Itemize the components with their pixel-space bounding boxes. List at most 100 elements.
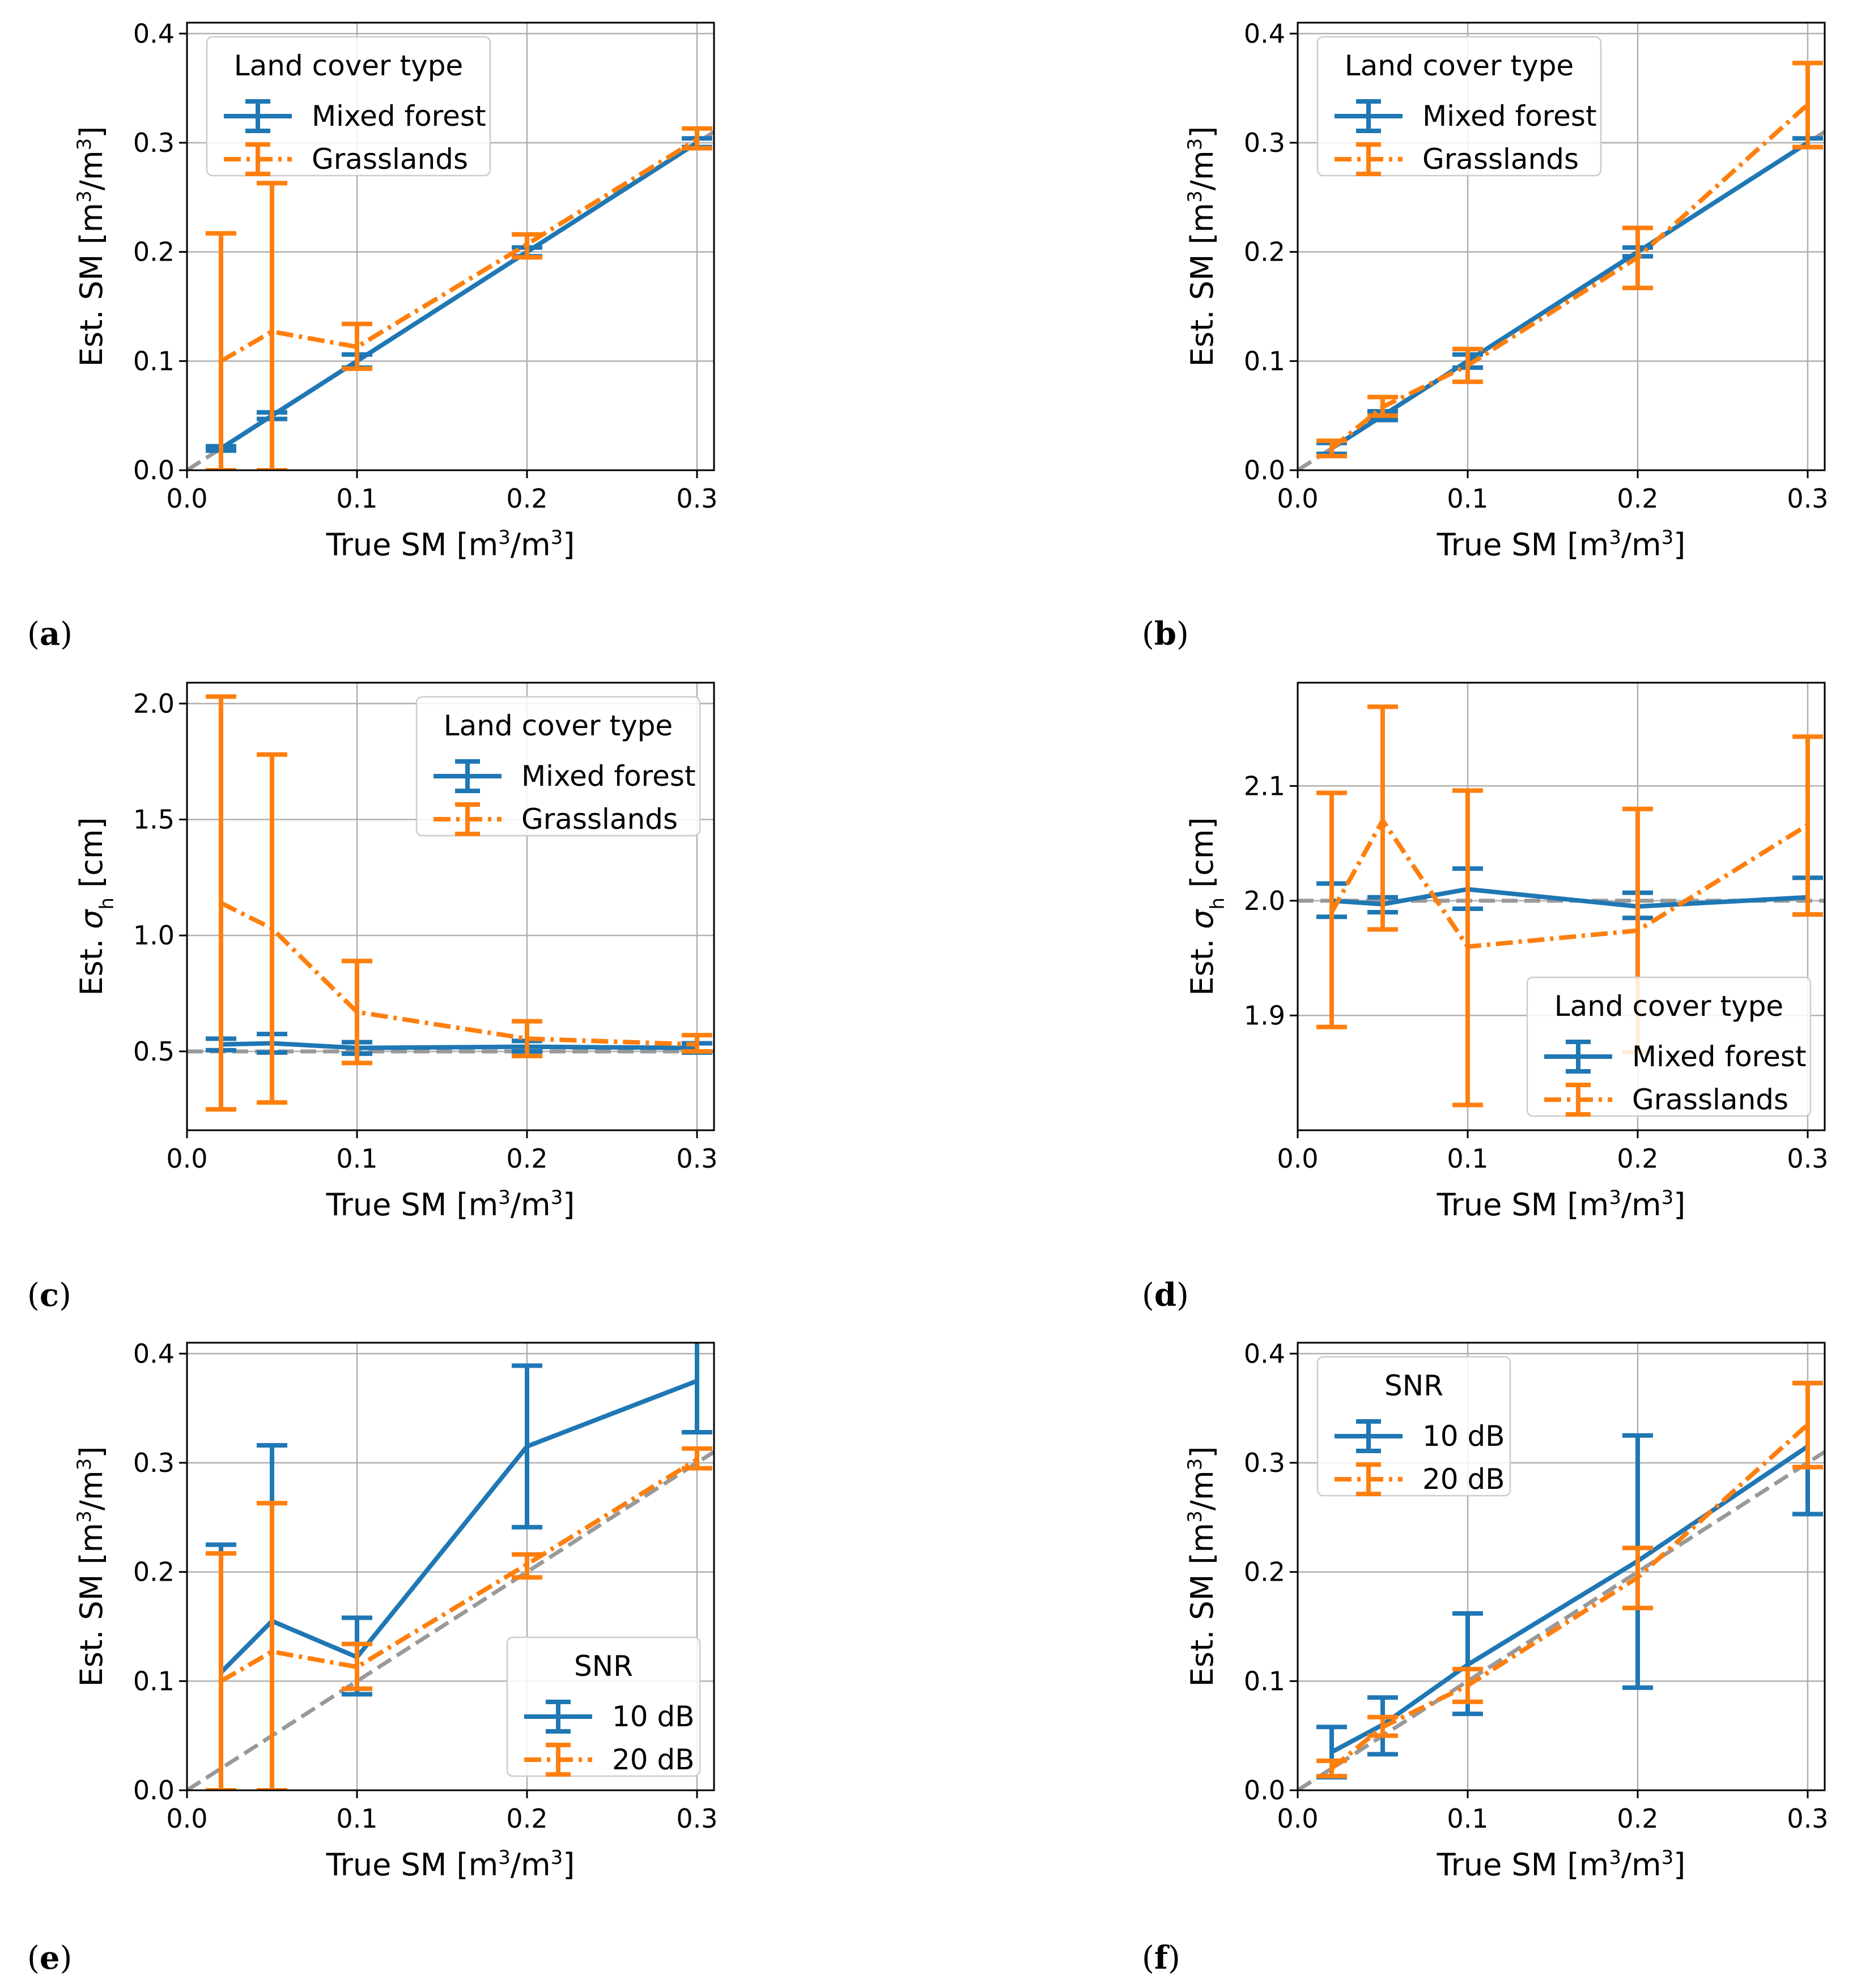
x-tick-label: 0.0 — [1277, 483, 1318, 514]
y-axis-label: Est. SM [m3/m3] — [1184, 126, 1220, 367]
chart-panel-d: 0.0 0.1 0.2 0.3 1.9 2.0 2.1 True SM [m3/m3] Est.… — [1142, 682, 1829, 1314]
x-tick-label: 0.3 — [1787, 483, 1828, 514]
plot-area — [187, 126, 714, 470]
x-tick-label: 0.1 — [1447, 483, 1488, 514]
legend-box — [206, 36, 491, 177]
y-tick-label: 1.5 — [133, 804, 175, 835]
y-tick-label: 0.4 — [133, 18, 175, 49]
plot-area — [1298, 61, 1825, 470]
x-tick-label: 0.2 — [1617, 1803, 1658, 1834]
y-tick-label: 0.0 — [1244, 455, 1285, 486]
y-tick-label: 0.3 — [1244, 1448, 1285, 1478]
chart-panel-f: 0.0 0.1 0.2 0.3 0.0 0.1 0.2 0.3 0.4 True SM [m3/m… — [1142, 1338, 1829, 1977]
y-axis-label: Est. SM [m3/m3] — [73, 126, 109, 367]
x-tick-label: 0.3 — [1787, 1143, 1828, 1174]
legend: SNR 10 dB 20 dB — [506, 1636, 701, 1777]
legend-entry-label: 20 dB — [1422, 1463, 1505, 1496]
axes-frame — [1297, 1342, 1826, 1791]
y-axis-label: Est. SM [m3/m3] — [1184, 1446, 1220, 1687]
y-tick-label: 0.2 — [1244, 237, 1285, 267]
legend-title: SNR — [574, 1650, 633, 1683]
plot-area — [187, 1343, 714, 1790]
x-axis-label: True SM [m3/m3] — [326, 1846, 575, 1883]
x-tick-label: 0.2 — [506, 1143, 547, 1174]
x-tick-label: 0.3 — [676, 1803, 717, 1834]
y-tick-label: 0.0 — [133, 455, 175, 486]
y-tick-label: 1.0 — [133, 920, 175, 951]
x-axis-label: True SM [m3/m3] — [1437, 526, 1686, 563]
legend-entry-label: Mixed forest — [312, 100, 486, 133]
chart-panel-e: 0.0 0.1 0.2 0.3 0.0 0.1 0.2 0.3 0.4 True SM [m3/m… — [27, 1338, 718, 1977]
y-tick-label: 0.3 — [133, 1448, 175, 1478]
legend: Land cover type Mixed forest Grasslands — [1526, 976, 1812, 1117]
x-tick-label: 0.0 — [166, 483, 207, 514]
legend-box — [1316, 36, 1602, 177]
y-tick-label: 2.0 — [133, 688, 175, 719]
legend-box — [1316, 1356, 1511, 1497]
y-tick-label: 0.1 — [133, 1666, 175, 1696]
x-tick-label: 0.2 — [1617, 483, 1658, 514]
x-axis-label: True SM [m3/m3] — [1437, 1846, 1686, 1883]
series-line-orange — [220, 901, 698, 1047]
x-tick-label: 0.1 — [1447, 1803, 1488, 1834]
x-tick-label: 0.3 — [676, 1143, 717, 1174]
y-tick-label: 0.4 — [1244, 18, 1285, 49]
legend-title: Land cover type — [444, 709, 673, 742]
legend-entry-label: Mixed forest — [1632, 1040, 1807, 1073]
x-tick-label: 0.2 — [506, 483, 547, 514]
series-line-blue — [219, 141, 699, 450]
panel-label: (e) — [27, 1939, 72, 1977]
y-tick-label: 0.2 — [133, 237, 175, 267]
panel-label: (d) — [1142, 1276, 1189, 1314]
reference-line — [187, 1450, 714, 1790]
reference-line — [1298, 1450, 1825, 1790]
x-tick-label: 0.1 — [336, 483, 377, 514]
legend: Land cover type Mixed forest Grasslands — [415, 696, 701, 837]
y-tick-label: 0.4 — [1244, 1338, 1285, 1369]
legend: SNR 10 dB 20 dB — [1316, 1356, 1511, 1497]
chart-panel-c: 0.0 0.1 0.2 0.3 0.5 1.0 1.5 2.0 True SM [m3/m3] E… — [27, 682, 718, 1314]
y-tick-label: 0.0 — [133, 1775, 175, 1806]
legend-entry-label: 20 dB — [612, 1743, 695, 1776]
plot-area — [187, 694, 714, 1112]
x-tick-label: 0.0 — [166, 1803, 207, 1834]
series-line-orange — [219, 137, 699, 363]
legend-entry-label: Mixed forest — [1422, 100, 1597, 133]
x-tick-label: 0.1 — [1447, 1143, 1488, 1174]
y-axis-label: Est. SM [m3/m3] — [73, 1446, 109, 1687]
y-tick-label: 0.1 — [1244, 1666, 1285, 1696]
panel-label: (f) — [1142, 1939, 1180, 1977]
legend-box — [506, 1636, 701, 1777]
axes-frame — [186, 22, 715, 471]
y-tick-label: 1.9 — [1244, 1000, 1285, 1031]
legend-entry-label: Grasslands — [312, 143, 468, 176]
x-tick-label: 0.1 — [336, 1803, 377, 1834]
legend-entry-label: Grasslands — [521, 803, 678, 836]
x-tick-label: 0.2 — [1617, 1143, 1658, 1174]
y-axis-label: Est. σh [cm] — [1184, 817, 1229, 995]
y-tick-label: 0.2 — [1244, 1557, 1285, 1587]
legend-entry-label: Mixed forest — [521, 760, 696, 793]
panel-label: (b) — [1142, 615, 1189, 653]
y-axis-label: Est. σh [cm] — [74, 817, 118, 995]
x-axis-label: True SM [m3/m3] — [326, 1186, 575, 1223]
y-tick-label: 2.1 — [1244, 770, 1285, 801]
x-tick-label: 0.3 — [1787, 1803, 1828, 1834]
x-tick-label: 0.1 — [336, 1143, 377, 1174]
x-tick-label: 0.0 — [1277, 1143, 1318, 1174]
legend-entry-label: Grasslands — [1422, 143, 1579, 176]
axes-frame — [186, 682, 715, 1131]
axes-frame — [1297, 682, 1826, 1131]
y-tick-label: 0.2 — [133, 1557, 175, 1587]
y-tick-label: 0.3 — [133, 127, 175, 158]
legend-box — [1526, 976, 1812, 1117]
legend-entry-label: Grasslands — [1632, 1083, 1788, 1116]
x-tick-label: 0.0 — [166, 1143, 207, 1174]
x-axis-label: True SM [m3/m3] — [326, 526, 575, 563]
legend-box — [415, 696, 701, 837]
plot-area — [1298, 704, 1825, 1108]
chart-panel-a: 0.0 0.1 0.2 0.3 0.0 0.1 0.2 0.3 0.4 True SM [m3/m… — [27, 18, 718, 653]
series-line-blue — [1330, 141, 1809, 450]
series-line-orange — [1329, 818, 1809, 949]
y-tick-label: 0.0 — [1244, 1775, 1285, 1806]
